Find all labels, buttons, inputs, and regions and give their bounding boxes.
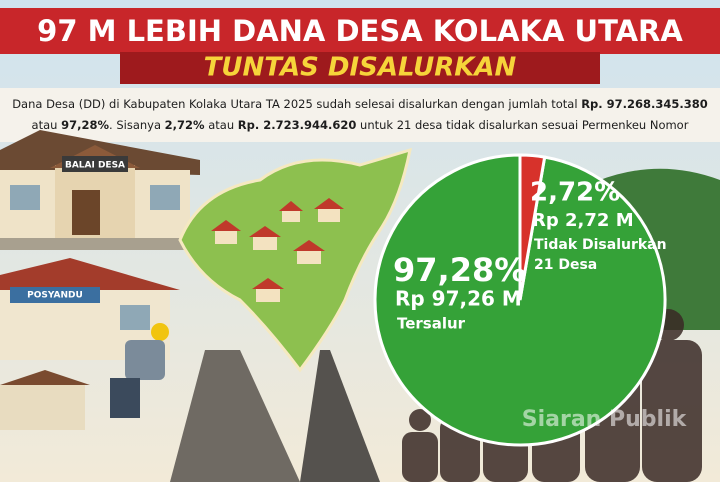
category-label: Tersalur [397, 315, 466, 333]
amount-label: Rp 97,26 M [395, 287, 522, 311]
description-text: Dana Desa (DD) di Kabupaten Kolaka Utara… [12, 97, 582, 111]
description-text: atau [204, 118, 238, 132]
road [300, 350, 380, 482]
description-text: . Sisanya [109, 118, 165, 132]
building-label: POSYANDU [27, 291, 83, 301]
amount-label: Rp 2,72 M [532, 210, 634, 231]
subtitle-banner [120, 52, 600, 84]
pie: 97,28%Rp 97,26 M Tersalur 2,72%Rp 2,72 M Ti… [373, 153, 667, 447]
description-text: Rp. 97.268.345.380 [581, 97, 708, 111]
road [170, 350, 300, 482]
watermark: Siaran Publik [522, 407, 688, 432]
title-banner [0, 8, 720, 54]
value-label: 97,28% [393, 251, 526, 289]
description-text: untuk 21 desa tidak disalurkan sesuai Pe… [356, 118, 689, 132]
category-label: Tidak Disalurkan [534, 237, 667, 253]
description-text: Rp. 2.723.944.620 [237, 118, 357, 132]
description-text: atau [31, 118, 62, 132]
map [178, 147, 412, 373]
chart-title: 97 M LEBIH DANA DESA KOLAKA UTARA [37, 14, 683, 48]
pie-slice [518, 153, 547, 301]
description-text: 97,28% [61, 118, 110, 132]
worker [110, 323, 169, 418]
description-band [0, 88, 720, 142]
category-sublabel: 21 Desa [534, 257, 597, 273]
description: Dana Desa (DD) di Kabupaten Kolaka Utara… [10, 94, 710, 136]
value-label: 2,72% [530, 178, 620, 208]
description-text: 2,72% [164, 118, 205, 132]
houses [211, 198, 344, 302]
building-label: BALAI DESA [65, 161, 125, 171]
chart-subtitle: TUNTAS DISALURKAN [204, 53, 517, 83]
balai-desa-building [0, 130, 200, 250]
